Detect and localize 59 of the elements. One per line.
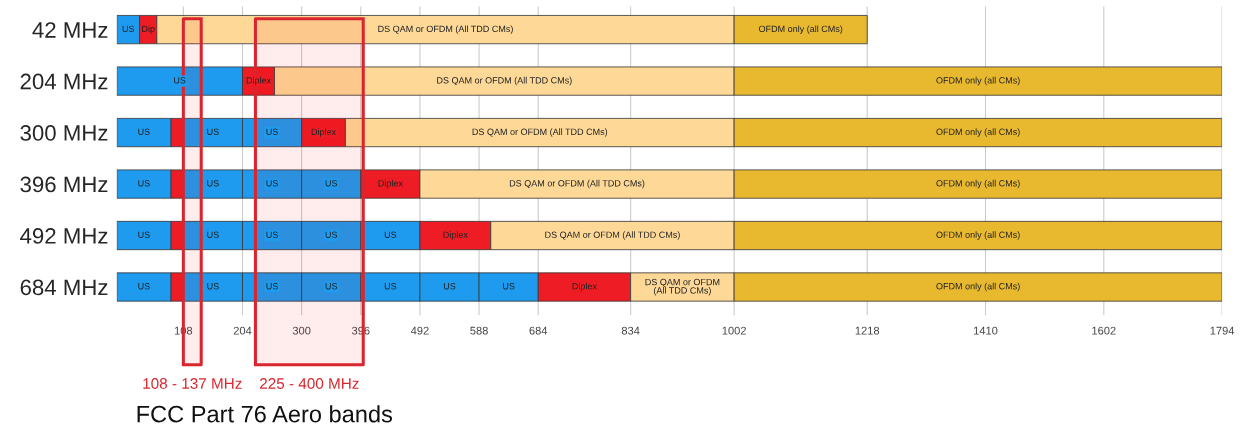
data-label: US (138, 180, 150, 187)
data-label: US (207, 128, 219, 135)
y-tick-label: 396 MHz (20, 176, 108, 193)
data-label: OFDM only (all CMs) (936, 76, 1020, 86)
band-label: 225 - 400 MHz (260, 378, 359, 389)
data-label: Diplex (443, 231, 468, 240)
data-label: US (207, 283, 219, 290)
data-label: DS QAM or OFDM (All TDD CMs) (378, 25, 513, 34)
data-label: US (122, 25, 135, 33)
data-label: OFDM only (all CMs) (758, 25, 843, 34)
x-tick-label: 1410 (974, 326, 998, 335)
data-label: DS QAM or OFDM (All TDD CMs) (645, 278, 720, 296)
data-label: US (207, 231, 219, 238)
data-label: US (266, 231, 278, 238)
x-tick-label: 204 (233, 326, 252, 335)
text: FCC Part 76 Aero bands (137, 405, 393, 423)
data-label: US (325, 180, 338, 187)
band-label: 108 - 137 MHz (143, 378, 242, 389)
data-label: US (503, 283, 515, 290)
data-label: US (325, 283, 338, 290)
data-label: OFDM only (all CMs) (936, 179, 1020, 189)
x-tick-label: 1794 (1210, 326, 1235, 335)
data-label: US (207, 180, 219, 187)
y-tick-label: 204 MHz (20, 73, 108, 90)
data-label: Diplex (572, 282, 597, 292)
data-label: DS QAM or OFDM (All TDD CMs) (509, 179, 645, 189)
data-label: DS QAM or OFDM (All TDD CMs) (545, 231, 680, 240)
data-label: US (384, 283, 397, 290)
x-tick-label: 1002 (722, 326, 746, 335)
data-label: US (138, 128, 150, 135)
y-tick-label: 684 MHz (20, 279, 108, 296)
data-label: Diplex (246, 76, 271, 86)
data-label: US (443, 283, 456, 290)
x-tick-label: 684 (529, 326, 548, 335)
data-label: US (266, 283, 278, 290)
data-label: Dip (142, 25, 155, 34)
data-label: Diplex (311, 128, 336, 137)
data-label: DS QAM or OFDM (All TDD CMs) (437, 76, 572, 86)
x-tick-label: 1602 (1092, 326, 1116, 335)
y-tick-label: 492 MHz (20, 228, 108, 244)
x-tick-label: 588 (470, 326, 488, 335)
x-tick-label: 300 (292, 326, 311, 335)
data-label: US (266, 180, 278, 187)
y-tick-label: 300 MHz (20, 125, 108, 141)
data-label: Diplex (378, 179, 403, 189)
x-tick-label: 492 (410, 326, 429, 335)
data-label: US (174, 77, 186, 84)
data-label: OFDM only (all CMs) (936, 231, 1020, 240)
data-label: OFDM only (all CMs) (936, 282, 1020, 292)
y-tick-label: 42 MHz (32, 22, 108, 38)
data-label: US (138, 283, 150, 290)
x-tick-label: 1218 (855, 326, 880, 335)
data-label: US (266, 128, 278, 135)
data-label: OFDM only (all CMs) (936, 128, 1020, 137)
data-label: US (138, 231, 150, 238)
data-label: DS QAM or OFDM (All TDD CMs) (472, 128, 608, 137)
x-tick-label: 834 (621, 326, 640, 335)
data-label: US (325, 231, 338, 238)
data-label: US (384, 231, 397, 238)
